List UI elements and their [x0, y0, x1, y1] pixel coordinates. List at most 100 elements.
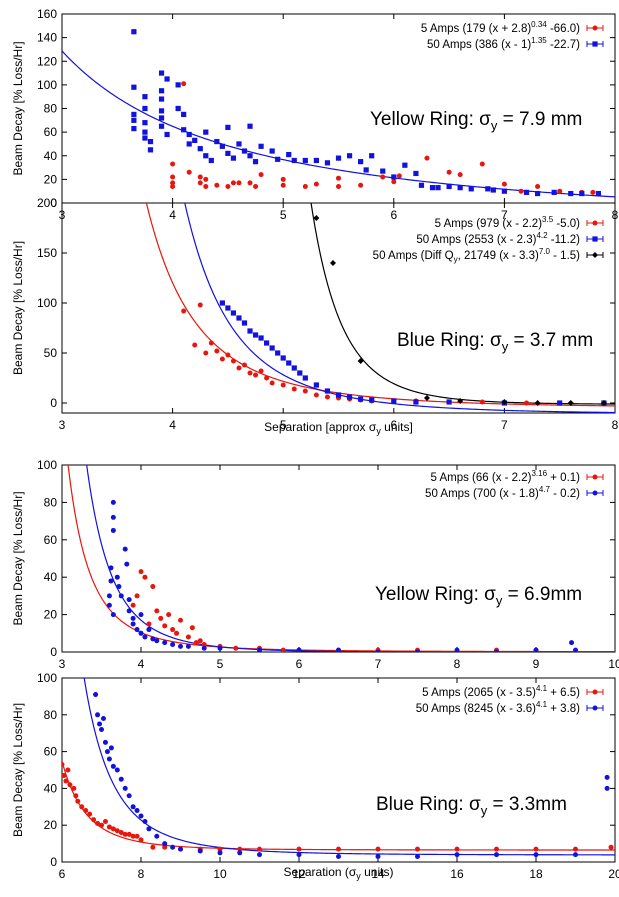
- data-point: [391, 398, 397, 404]
- data-point: [192, 342, 198, 348]
- data-points: [106, 499, 578, 652]
- x-axis-label: Separation [approx σy units]: [264, 420, 413, 436]
- legend-marker: [592, 490, 598, 496]
- data-point: [130, 615, 136, 621]
- legend-marker: [592, 236, 598, 242]
- data-point: [454, 846, 460, 852]
- data-point: [457, 398, 464, 404]
- data-point: [296, 647, 302, 652]
- legend-marker: [592, 252, 598, 258]
- data-point: [108, 745, 114, 751]
- x-tick-label: 7: [501, 208, 508, 222]
- data-point: [446, 183, 452, 190]
- data-point: [494, 846, 499, 852]
- data-point: [413, 399, 419, 405]
- data-point: [415, 853, 420, 859]
- legend-label: 5 Amps (979 (x - 2.2)3.5 -5.0): [435, 215, 581, 230]
- data-point: [110, 527, 116, 533]
- data-point: [134, 593, 140, 599]
- data-point: [67, 782, 73, 788]
- data-point: [110, 826, 116, 832]
- data-point: [253, 183, 259, 189]
- data-point: [275, 350, 281, 356]
- data-point: [95, 820, 101, 826]
- data-point: [557, 400, 563, 406]
- data-point: [523, 189, 530, 195]
- data-point: [150, 584, 156, 590]
- data-point: [363, 167, 369, 173]
- legend: 5 Amps (2065 (x - 3.5)4.1 + 6.5)50 Amps …: [416, 684, 604, 715]
- data-point: [217, 846, 223, 852]
- data-point: [247, 123, 253, 129]
- data-point: [358, 182, 364, 188]
- data-point: [237, 850, 243, 856]
- y-tick-label: 0: [50, 855, 57, 869]
- data-point: [217, 645, 223, 651]
- data-point: [257, 846, 262, 852]
- chart-panel-bottom: 6 8 10 12 14 16 18 20 0 20 40 60 80 100 Beam Decay [% …: [11, 671, 619, 881]
- data-point: [142, 94, 148, 100]
- legend-marker: [592, 41, 598, 47]
- data-point: [258, 143, 264, 149]
- data-point: [595, 190, 602, 197]
- data-point: [197, 180, 203, 186]
- data-point: [100, 715, 106, 721]
- data-point: [142, 135, 148, 141]
- legend: 5 Amps (979 (x - 2.2)3.5 -5.0)50 Amps (2…: [373, 215, 604, 264]
- data-point: [568, 190, 574, 197]
- legend-label: 5 Amps (2065 (x - 3.5)4.1 + 6.5): [422, 684, 580, 699]
- data-point: [569, 640, 575, 646]
- y-tick-label: 100: [37, 78, 57, 92]
- data-point: [73, 793, 79, 799]
- data-point: [280, 647, 286, 652]
- data-point: [252, 332, 259, 338]
- y-tick-label: 100: [37, 458, 57, 472]
- y-axis-label: Beam Decay [% Loss/Hr]: [11, 491, 25, 625]
- data-point: [203, 350, 209, 356]
- data-point: [197, 848, 203, 854]
- data-point: [535, 183, 541, 189]
- data-point: [175, 105, 181, 112]
- y-tick-label: 40: [44, 149, 58, 163]
- data-point: [110, 763, 116, 769]
- data-point: [126, 793, 132, 799]
- x-tick-label: 18: [529, 867, 543, 881]
- data-point: [329, 260, 336, 266]
- y-tick-label: 100: [37, 671, 57, 685]
- data-point: [418, 182, 425, 188]
- data-point: [302, 388, 308, 394]
- fit-curve-1: [83, 678, 615, 856]
- data-point: [138, 837, 144, 843]
- data-point: [286, 151, 292, 158]
- data-point: [296, 852, 302, 858]
- data-point: [146, 627, 152, 633]
- data-point: [396, 173, 402, 179]
- data-point: [600, 400, 607, 406]
- data-point: [102, 739, 108, 745]
- data-point: [335, 155, 342, 161]
- data-point: [454, 852, 460, 858]
- x-tick-label: 14: [371, 867, 385, 881]
- y-tick-label: 140: [37, 31, 57, 45]
- data-point: [122, 785, 128, 791]
- data-point: [225, 183, 231, 189]
- data-point: [131, 117, 137, 123]
- data-point: [142, 105, 148, 112]
- data-point: [252, 159, 259, 165]
- data-point: [170, 183, 176, 189]
- data-point: [429, 185, 436, 191]
- data-point: [358, 159, 364, 165]
- data-point: [579, 190, 585, 197]
- data-point: [118, 830, 124, 836]
- data-point: [170, 627, 176, 633]
- legend-marker: [592, 25, 598, 31]
- data-point: [424, 155, 430, 161]
- data-point: [124, 561, 130, 567]
- ring-annotation: Blue Ring: σy = 3.7 mm: [397, 330, 593, 354]
- data-point: [286, 360, 292, 366]
- data-point: [236, 365, 242, 371]
- data-point: [233, 645, 239, 651]
- data-point: [162, 623, 168, 629]
- data-point: [457, 185, 463, 191]
- x-tick-label: 8: [138, 867, 145, 881]
